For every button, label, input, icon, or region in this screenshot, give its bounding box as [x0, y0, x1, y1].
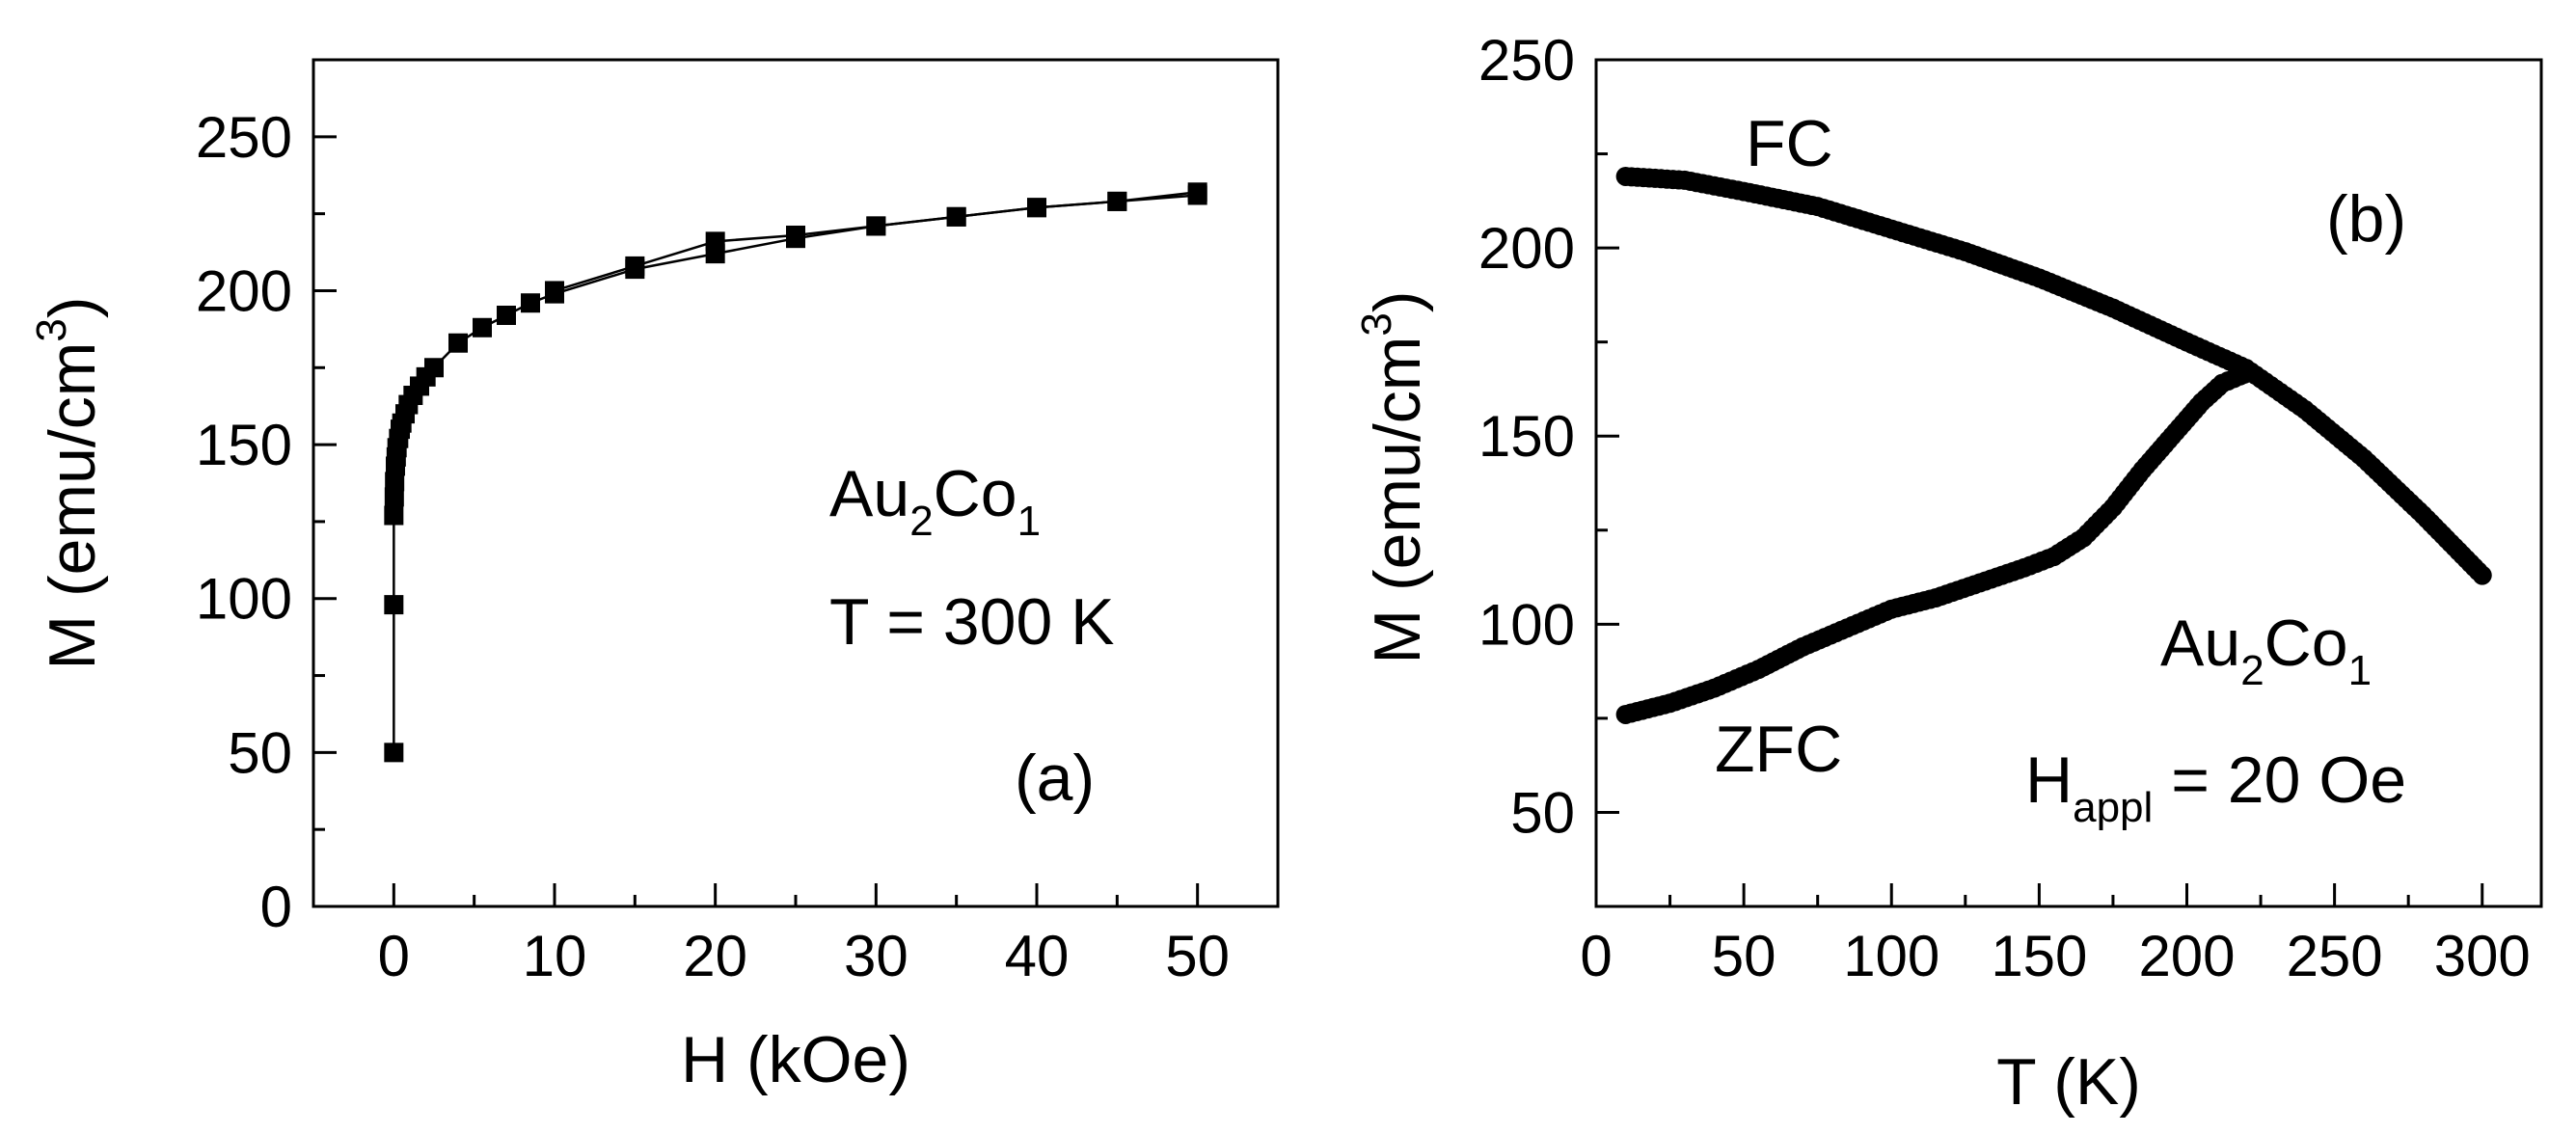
data-point [384, 742, 404, 763]
panel-b-series [1615, 166, 2492, 724]
data-point [1187, 182, 1207, 202]
y-tick-label: 150 [196, 413, 292, 477]
panel-a-tick-labels: 0 10 20 30 40 50 0 50 100 150 200 250 [196, 105, 1230, 988]
data-point [946, 206, 966, 227]
data-point [497, 305, 516, 325]
panel-b-x-axis-title: T (K) [1996, 1045, 2141, 1119]
y-tick-label: 50 [1510, 780, 1575, 845]
x-tick-label: 40 [1005, 924, 1070, 988]
x-tick-label: 250 [2287, 924, 2383, 988]
panel-b-sample-label: Au2Co1 [2160, 607, 2372, 694]
y-tick-label: 200 [196, 258, 292, 323]
data-point [384, 487, 404, 507]
data-point [1027, 198, 1046, 218]
panel-a-temperature-label: T = 300 K [829, 585, 1115, 659]
x-tick-label: 100 [1843, 924, 1939, 988]
panel-b: 0 50 100 150 200 250 300 50 100 150 200 250 T (K) M… [1353, 28, 2543, 1119]
panel-b-field-label: Happl = 20 Oe [2025, 743, 2406, 831]
y-tick-label: 100 [196, 567, 292, 632]
y-tick-label: 250 [1478, 28, 1575, 93]
series-line-increasing-field [393, 194, 1198, 753]
x-tick-label: 10 [523, 924, 587, 988]
y-tick-label: 50 [228, 720, 292, 785]
data-point-zfc [2238, 362, 2259, 382]
x-tick-label: 300 [2434, 924, 2531, 988]
data-point [705, 231, 725, 252]
x-tick-label: 20 [683, 924, 747, 988]
panel-b-frame [1594, 58, 2543, 908]
panel-a-series [384, 182, 1207, 763]
data-point [521, 293, 540, 313]
data-point [384, 595, 404, 615]
x-tick-label: 200 [2138, 924, 2235, 988]
panel-b-y-axis-title: M (emu/cm3) [1353, 290, 1434, 663]
panel-a-frame [312, 58, 1280, 908]
y-tick-label: 150 [1478, 404, 1575, 469]
panel-b-fc-label: FC [1746, 107, 1833, 180]
panel-b-zfc-label: ZFC [1715, 713, 1842, 786]
panel-b-ticks [1594, 58, 2484, 908]
x-tick-label: 0 [378, 924, 410, 988]
data-point [448, 333, 468, 353]
data-point [424, 358, 444, 378]
panel-a: 0 10 20 30 40 50 0 50 100 150 200 250 H (kOe) M (em… [28, 58, 1280, 1096]
panel-a-x-axis-title: H (kOe) [681, 1023, 910, 1096]
panel-a-ticks [312, 58, 1280, 908]
panel-a-label: (a) [1015, 742, 1095, 815]
data-point [385, 472, 405, 492]
panel-b-label: (b) [2326, 182, 2406, 256]
data-point [384, 505, 404, 526]
x-tick-label: 50 [1165, 924, 1230, 988]
data-point [545, 281, 564, 301]
x-tick-label: 30 [844, 924, 908, 988]
data-point [866, 216, 886, 236]
data-point [473, 317, 492, 338]
y-tick-label: 250 [196, 105, 292, 170]
x-tick-label: 150 [1991, 924, 2087, 988]
x-tick-label: 0 [1580, 924, 1612, 988]
series-line-decreasing-field [554, 191, 1198, 292]
data-point [625, 256, 645, 276]
y-tick-label: 100 [1478, 592, 1575, 657]
data-point [786, 225, 805, 245]
x-tick-label: 50 [1712, 924, 1776, 988]
data-point-fc [2472, 565, 2492, 585]
y-tick-label: 200 [1478, 216, 1575, 281]
data-point [1107, 191, 1127, 211]
panel-b-tick-labels: 0 50 100 150 200 250 300 50 100 150 200 250 [1478, 28, 2531, 988]
y-tick-label: 0 [260, 875, 292, 939]
panel-a-y-axis-title: M (emu/cm3) [28, 296, 109, 669]
panel-a-sample-label: Au2Co1 [829, 457, 1041, 545]
